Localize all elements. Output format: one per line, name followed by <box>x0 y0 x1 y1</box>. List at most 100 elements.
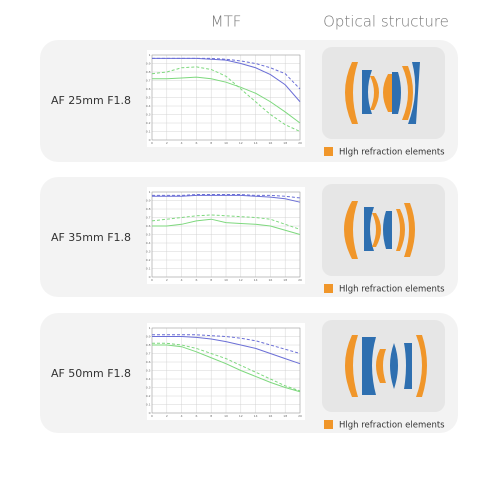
header-mtf: MTF <box>211 13 242 31</box>
y-tick-label: 0.2 <box>146 258 151 262</box>
x-tick-label: 6 <box>195 141 197 145</box>
y-tick-label: 0.5 <box>146 96 151 100</box>
mtf-line <box>152 57 301 103</box>
mtf-line <box>152 344 301 393</box>
y-tick-label: 0.9 <box>146 335 151 339</box>
x-tick-label: 4 <box>181 414 183 418</box>
x-tick-label: 2 <box>166 141 168 145</box>
header-optical: Optical structure <box>323 13 449 31</box>
lens <box>362 70 372 114</box>
y-tick-label: 0.8 <box>146 70 151 74</box>
lens <box>376 349 386 383</box>
legend-label: Hlgh refraction elements <box>339 421 445 431</box>
lens-name: AF 50mm F1.8 <box>51 367 131 380</box>
y-tick-label: 1 <box>149 53 151 57</box>
x-tick-label: 2 <box>166 278 168 282</box>
lens <box>402 66 413 120</box>
lens <box>404 203 415 257</box>
mtf-line <box>152 76 301 124</box>
lens <box>383 211 392 249</box>
y-tick-label: 0.8 <box>146 343 151 347</box>
y-tick-label: 0.2 <box>146 121 151 125</box>
x-tick-label: 10 <box>224 414 228 418</box>
x-tick-label: 8 <box>210 278 212 282</box>
y-tick-label: 0.2 <box>146 394 151 398</box>
x-tick-label: 12 <box>239 414 243 418</box>
x-tick-label: 16 <box>268 414 272 418</box>
y-tick-label: 0.1 <box>146 267 151 271</box>
y-tick-label: 0.7 <box>146 216 151 220</box>
mtf-line <box>152 336 301 365</box>
x-tick-label: 20 <box>298 278 302 282</box>
x-tick-label: 10 <box>224 278 228 282</box>
plot-border <box>151 327 301 414</box>
y-tick-label: 0.4 <box>146 241 151 245</box>
x-tick-label: 0 <box>151 278 153 282</box>
x-tick-label: 8 <box>210 414 212 418</box>
y-tick-label: 0.6 <box>146 360 151 364</box>
y-tick-label: 0.1 <box>146 403 151 407</box>
lens <box>390 343 398 389</box>
lens <box>404 343 412 389</box>
lens <box>392 72 401 114</box>
y-tick-label: 0 <box>149 411 151 415</box>
y-tick-label: 0.3 <box>146 113 151 117</box>
x-tick-label: 12 <box>239 278 243 282</box>
lens-diagram <box>322 184 445 276</box>
y-tick-label: 0 <box>149 275 151 279</box>
legend-swatch <box>324 420 333 429</box>
y-tick-label: 0.4 <box>146 104 151 108</box>
legend-swatch <box>324 147 333 156</box>
y-tick-label: 0.5 <box>146 233 151 237</box>
lens-name: AF 25mm F1.8 <box>51 94 131 107</box>
y-tick-label: 0.8 <box>146 207 151 211</box>
y-tick-label: 0.1 <box>146 130 151 134</box>
x-tick-label: 0 <box>151 141 153 145</box>
x-tick-label: 6 <box>195 278 197 282</box>
x-tick-label: 14 <box>254 278 258 282</box>
lens <box>344 201 358 259</box>
x-tick-label: 16 <box>268 278 272 282</box>
y-tick-label: 0.9 <box>146 199 151 203</box>
x-tick-label: 16 <box>268 141 272 145</box>
x-tick-label: 0 <box>151 414 153 418</box>
x-tick-label: 8 <box>210 141 212 145</box>
x-tick-label: 4 <box>181 278 183 282</box>
mtf-line <box>152 342 301 392</box>
x-tick-label: 20 <box>298 141 302 145</box>
x-tick-label: 20 <box>298 414 302 418</box>
y-tick-label: 0.7 <box>146 79 151 83</box>
y-tick-label: 1 <box>149 190 151 194</box>
lens <box>345 62 358 124</box>
lens-diagram <box>322 320 445 412</box>
x-tick-label: 14 <box>254 141 258 145</box>
y-tick-label: 0.9 <box>146 62 151 66</box>
y-tick-label: 0.3 <box>146 250 151 254</box>
lens <box>370 76 379 110</box>
lens-diagram <box>322 47 445 139</box>
lens <box>364 207 374 251</box>
x-tick-label: 4 <box>181 141 183 145</box>
x-tick-label: 14 <box>254 414 258 418</box>
legend-label: Hlgh refraction elements <box>339 148 445 158</box>
plot-border <box>151 54 301 141</box>
lens-name: AF 35mm F1.8 <box>51 231 131 244</box>
y-tick-label: 0.6 <box>146 87 151 91</box>
lens <box>362 337 376 395</box>
y-tick-label: 0 <box>149 138 151 142</box>
lens <box>416 335 427 397</box>
y-tick-label: 0.3 <box>146 386 151 390</box>
lens <box>345 335 358 397</box>
mtf-line <box>151 66 301 132</box>
lens <box>396 209 405 251</box>
mtf-line <box>152 218 301 235</box>
legend-label: Hlgh refraction elements <box>339 285 445 295</box>
y-tick-label: 0.6 <box>146 224 151 228</box>
lens <box>372 213 381 247</box>
x-tick-label: 2 <box>166 414 168 418</box>
y-tick-label: 1 <box>149 326 151 330</box>
x-tick-label: 18 <box>283 278 287 282</box>
legend-swatch <box>324 284 333 293</box>
